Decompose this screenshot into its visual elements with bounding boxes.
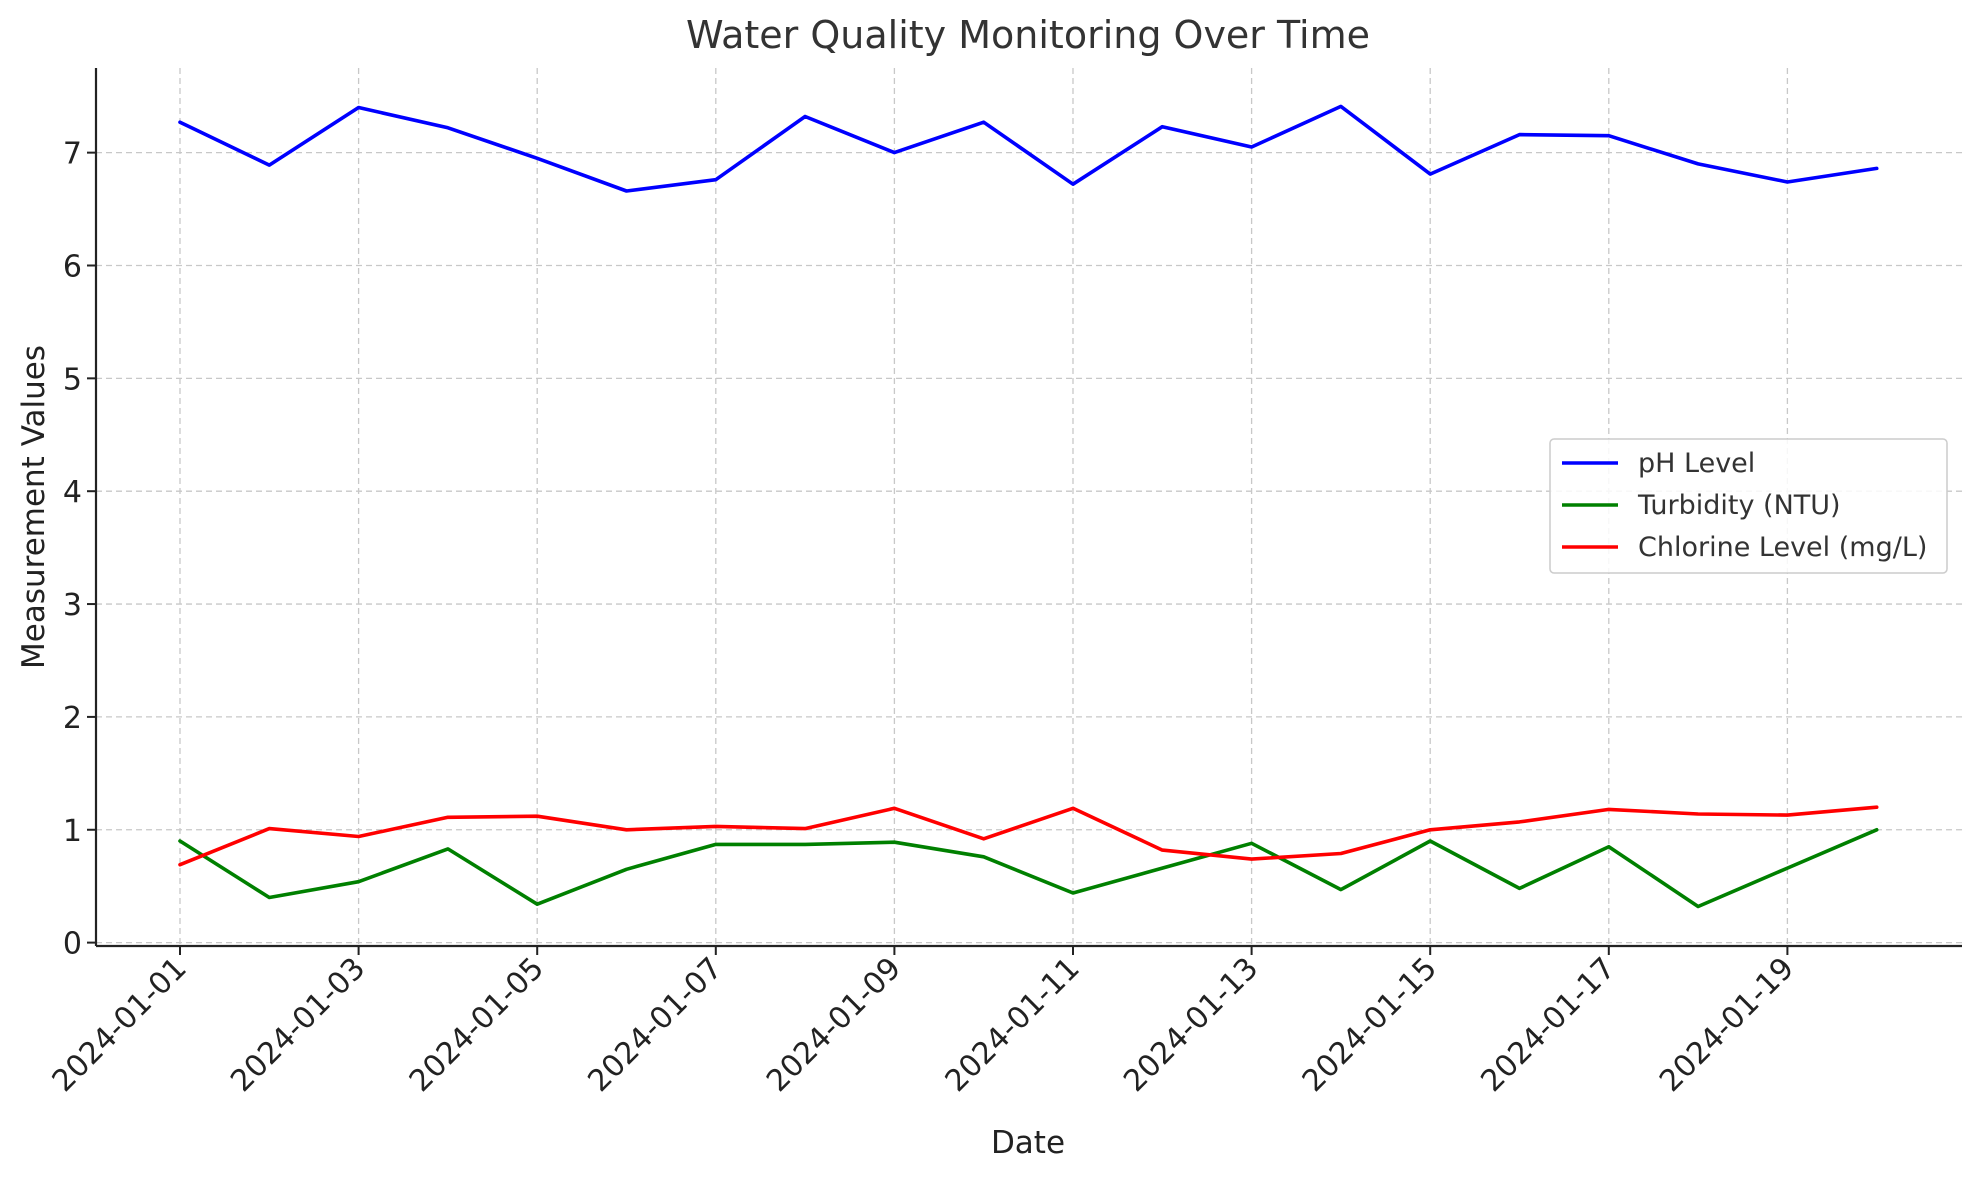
x-tick-label: 2024-01-11 bbox=[939, 951, 1087, 1099]
y-tick-label: 1 bbox=[63, 814, 82, 849]
legend-item: Turbidity (NTU) bbox=[1562, 490, 1841, 521]
series-1 bbox=[178, 827, 1879, 909]
series-0 bbox=[178, 104, 1879, 193]
y-tick-label: 4 bbox=[63, 475, 82, 510]
x-tick-label: 2024-01-19 bbox=[1653, 951, 1801, 1099]
y-tick-label: 7 bbox=[63, 137, 82, 172]
legend-label: Turbidity (NTU) bbox=[1637, 490, 1841, 521]
x-tick-label: 2024-01-17 bbox=[1474, 951, 1622, 1099]
x-tick-label: 2024-01-09 bbox=[760, 951, 908, 1099]
x-tick-label: 2024-01-15 bbox=[1296, 951, 1444, 1099]
series-line bbox=[178, 827, 1879, 909]
grid-layer bbox=[96, 68, 1962, 946]
legend: pH Level Turbidity (NTU) Chlorine Level (m… bbox=[1549, 438, 1948, 574]
legend-item: pH Level bbox=[1562, 448, 1755, 479]
y-tick-label: 0 bbox=[63, 927, 82, 962]
y-tick-label: 6 bbox=[63, 249, 82, 284]
series-line bbox=[178, 805, 1879, 867]
legend-label: pH Level bbox=[1638, 448, 1755, 479]
x-tick-label: 2024-01-03 bbox=[224, 951, 372, 1099]
y-axis-label: Measurement Values bbox=[16, 345, 52, 669]
chart-title: Water Quality Monitoring Over Time bbox=[686, 13, 1370, 57]
series-line bbox=[178, 104, 1879, 193]
series-2 bbox=[178, 805, 1879, 867]
legend-box bbox=[1549, 438, 1948, 574]
x-axis-label: Date bbox=[991, 1125, 1065, 1161]
legend-items: pH Level Turbidity (NTU) Chlorine Level (m… bbox=[1562, 448, 1927, 563]
x-tick-label: 2024-01-01 bbox=[46, 951, 194, 1099]
x-tick-label: 2024-01-07 bbox=[581, 951, 729, 1099]
legend-item: Chlorine Level (mg/L) bbox=[1562, 532, 1927, 563]
axes-layer bbox=[94, 68, 1962, 948]
y-tick-label: 2 bbox=[63, 701, 82, 736]
y-tick-label: 3 bbox=[63, 588, 82, 623]
x-tick-label: 2024-01-13 bbox=[1117, 951, 1265, 1099]
x-tick-label: 2024-01-05 bbox=[403, 951, 551, 1099]
series-layer bbox=[178, 104, 1879, 909]
y-tick-label: 5 bbox=[63, 362, 82, 397]
legend-label: Chlorine Level (mg/L) bbox=[1638, 532, 1927, 563]
